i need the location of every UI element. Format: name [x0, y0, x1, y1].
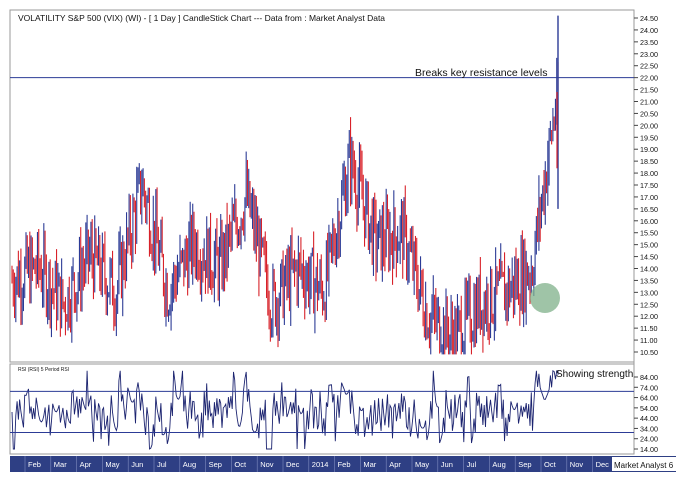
x-tick-label: Aug: [492, 460, 505, 469]
chart-title: VOLATILITY S&P 500 (VIX) (WI) - [ 1 Day …: [18, 13, 385, 23]
resistance-annotation: Breaks key resistance levels: [415, 67, 547, 79]
x-tick-label: May: [105, 460, 119, 469]
y-tick-label: 20.50: [640, 109, 658, 118]
y-tick-label: 12.00: [640, 312, 658, 321]
x-tick-label: Oct: [544, 460, 557, 469]
y-tick-label: 16.50: [640, 205, 658, 214]
x-tick-label: Apr: [389, 460, 401, 469]
y-tick-label: 20.00: [640, 121, 658, 130]
rsi-tick-label: 24.00: [640, 435, 658, 444]
x-tick-label: Dec: [596, 460, 610, 469]
x-axis-ticks: Feb Mar Apr May Jun Jul Aug Sep Oct Nov Dec 2014 Feb…: [24, 456, 610, 472]
rsi-tick-label: 44.00: [640, 414, 658, 423]
y-tick-label: 11.50: [640, 324, 657, 333]
y-tick-label: 18.00: [640, 169, 658, 178]
x-axis-band: [10, 456, 676, 472]
y-tick-label: 15.00: [640, 241, 658, 250]
y-tick-label: 21.00: [640, 98, 658, 107]
x-tick-label: Feb: [28, 460, 41, 469]
y-tick-label: 24.50: [640, 14, 658, 23]
brand-label: Market Analyst 6: [614, 461, 674, 470]
x-tick-label: Jun: [441, 460, 453, 469]
x-tick-label: Nov: [260, 460, 274, 469]
y-tick-label: 13.00: [640, 288, 658, 297]
y-tick-label: 24.00: [640, 26, 658, 35]
x-tick-label: 2014: [312, 460, 329, 469]
y-tick-label: 13.50: [640, 276, 658, 285]
x-tick-label: Aug: [183, 460, 196, 469]
y-tick-label: 22.50: [640, 62, 658, 71]
x-tick-label: May: [415, 460, 429, 469]
y-tick-label: 15.50: [640, 229, 658, 238]
brand-box: [612, 457, 676, 471]
y-tick-label: 14.50: [640, 253, 658, 262]
y-tick-label: 23.00: [640, 50, 658, 59]
rsi-title: RSI (RSI) 5 Period RSI: [18, 367, 69, 373]
x-tick-label: Oct: [234, 460, 247, 469]
rsi-tick-label: 34.00: [640, 424, 658, 433]
y-tick-label: 12.50: [640, 300, 658, 309]
y-tick-label: 19.50: [640, 133, 658, 142]
x-tick-label: Apr: [80, 460, 92, 469]
x-tick-label: Mar: [363, 460, 376, 469]
y-tick-label: 14.00: [640, 265, 658, 274]
rsi-tick-label: 74.00: [640, 383, 658, 392]
x-tick-label: Feb: [338, 460, 351, 469]
rsi-panel-frame: [9, 363, 635, 455]
x-tick-label: Sep: [209, 460, 222, 469]
x-tick-label: Sep: [518, 460, 531, 469]
rsi-annotation: Showing strength: [556, 369, 633, 380]
y-tick-label: 19.00: [640, 145, 658, 154]
y-axis-ticks: 24.50 24.00 23.50 23.00 22.50 22.00 21.50 21.00…: [634, 14, 658, 357]
x-tick-label: Jul: [467, 460, 477, 469]
y-tick-label: 17.50: [640, 181, 658, 190]
x-tick-label: Mar: [54, 460, 67, 469]
x-tick-label: Jun: [131, 460, 143, 469]
price-candles: [11, 15, 559, 355]
rsi-series: [11, 370, 559, 450]
y-tick-label: 23.50: [640, 38, 658, 47]
breakout-highlight-circle: [530, 283, 560, 313]
x-tick-label: Jul: [157, 460, 167, 469]
y-tick-label: 11.00: [640, 336, 657, 345]
rsi-tick-label: 14.00: [640, 445, 658, 454]
x-tick-label: Nov: [570, 460, 584, 469]
y-tick-label: 10.50: [640, 348, 658, 357]
y-tick-label: 18.50: [640, 157, 658, 166]
y-tick-label: 17.00: [640, 193, 658, 202]
rsi-tick-label: 84.00: [640, 373, 658, 382]
rsi-tick-label: 54.00: [640, 404, 658, 413]
x-tick-label: Dec: [286, 460, 300, 469]
rsi-line: [11, 370, 559, 450]
y-axis-area: [634, 10, 676, 454]
y-tick-label: 21.50: [640, 86, 658, 95]
y-tick-label: 16.00: [640, 217, 658, 226]
y-tick-label: 22.00: [640, 74, 658, 83]
rsi-tick-label: 64.00: [640, 394, 658, 403]
